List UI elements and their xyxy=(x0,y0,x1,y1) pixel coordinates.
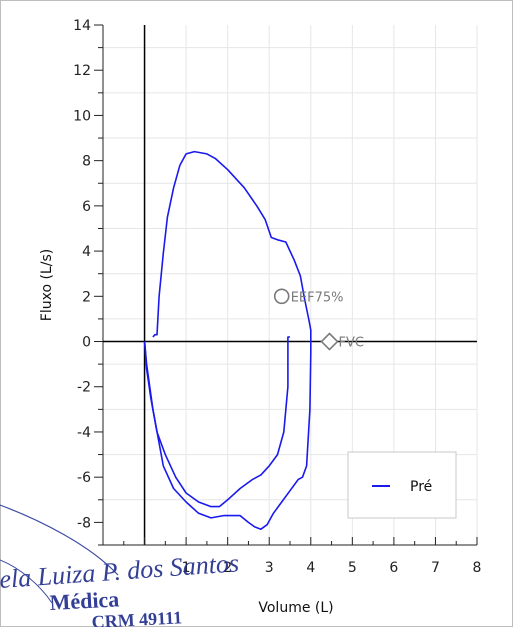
x-axis-title: Volume (L) xyxy=(258,600,333,616)
x-tick-label: 1 xyxy=(182,560,191,576)
y-tick-label: 14 xyxy=(73,18,91,34)
y-tick-label: -6 xyxy=(77,470,91,486)
x-tick-label: 2 xyxy=(223,560,232,576)
marker-eef75 xyxy=(273,288,290,305)
y-tick-label: 10 xyxy=(73,108,91,124)
y-tick-label: -2 xyxy=(77,380,91,396)
stamp-arc-inner xyxy=(0,559,53,604)
legend-label-pre: Pré xyxy=(410,479,432,495)
y-tick-label: 2 xyxy=(82,289,91,305)
y-tick-label: 4 xyxy=(82,244,91,260)
marker-eef75-label: EEF75% xyxy=(291,290,344,305)
series-layer xyxy=(143,150,312,530)
x-tick-label: 4 xyxy=(306,560,315,576)
y-tick-label: 6 xyxy=(82,199,91,215)
marker-fvc xyxy=(320,332,339,351)
stamp-title: Médica xyxy=(49,586,120,615)
x-tick-label: 7 xyxy=(431,560,440,576)
legend-box xyxy=(347,451,457,519)
x-tick-label: 3 xyxy=(265,560,274,576)
x-tick-label: 8 xyxy=(473,560,482,576)
y-axis-title: Fluxo (L/s) xyxy=(39,249,55,321)
marker-fvc-label: FVC xyxy=(338,336,363,351)
stamp-arc xyxy=(0,504,119,576)
y-tick-label: -8 xyxy=(77,515,91,531)
x-tick-label: 6 xyxy=(389,560,398,576)
y-tick-label: 0 xyxy=(82,335,91,351)
legend: Pré xyxy=(347,451,457,519)
stamp-crm: CRM 49111 xyxy=(91,607,182,627)
series-pre-inner xyxy=(143,336,290,508)
y-tick-label: 8 xyxy=(82,154,91,170)
markers-layer: EEF75% FVC xyxy=(273,288,364,351)
x-tick-label: 5 xyxy=(348,560,357,576)
series-pre-loop xyxy=(143,150,312,530)
y-tick-label: -4 xyxy=(77,425,91,441)
y-tick-label: 12 xyxy=(73,63,91,79)
